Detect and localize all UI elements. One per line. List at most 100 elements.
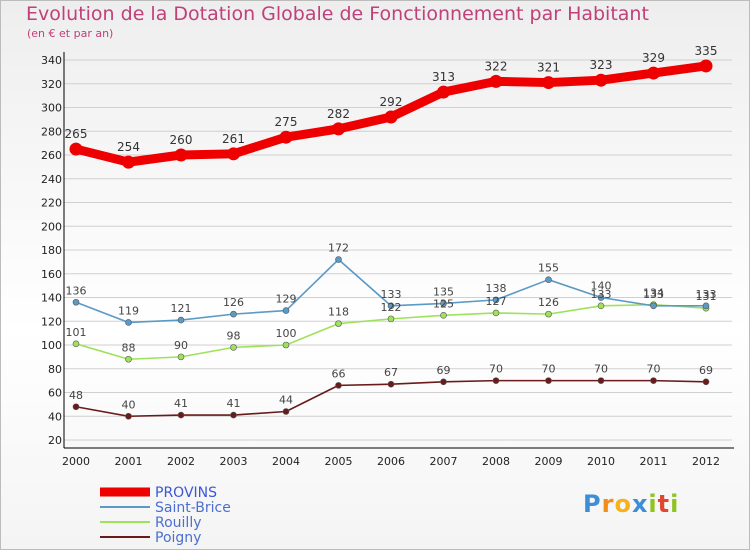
logo-letter: o [614,490,632,518]
data-label: 335 [695,44,718,58]
x-tick-label: 2006 [377,455,405,468]
y-tick-label: 160 [41,268,62,281]
data-label: 66 [332,367,346,380]
series-lines [69,59,713,420]
data-label: 133 [591,288,612,301]
data-point [492,377,500,384]
data-point [440,378,447,386]
y-tick-label: 220 [41,197,62,210]
data-labels: 48 40 41 41 44 66 67 69 70 70 70 70 69 101 88 90 98 100 11… [65,44,718,411]
data-label: 129 [276,293,297,306]
data-point [545,377,552,384]
data-point [489,74,503,88]
data-label: 322 [485,59,508,73]
data-point [230,344,237,351]
data-label: 135 [433,285,454,298]
x-tick-label: 2004 [272,455,300,468]
data-point [335,382,342,389]
data-point [542,76,555,90]
y-tick-label: 80 [48,363,62,376]
data-label: 261 [222,132,245,146]
data-label: 70 [647,363,661,376]
data-point [702,302,710,310]
data-point [122,155,135,169]
data-point [650,302,657,310]
data-label: 125 [433,297,454,310]
data-point [387,302,395,310]
data-label: 254 [117,140,140,154]
y-tick-label: 180 [41,244,62,257]
data-label: 40 [122,398,136,411]
data-label: 70 [594,363,608,376]
x-tick-label: 2002 [167,455,195,468]
data-label: 133 [696,288,717,301]
data-point [335,320,342,327]
data-label: 41 [227,397,241,410]
data-label: 101 [66,326,87,339]
proxiti-logo: Proxiti [583,490,679,518]
data-label: 122 [381,301,402,314]
data-point [597,294,605,301]
logo-letter: P [583,490,602,518]
data-point [174,148,188,162]
data-label: 48 [69,389,83,402]
legend-label: Saint-Brice [155,500,231,516]
data-label: 292 [380,95,403,109]
data-point [699,59,713,73]
data-label: 69 [437,364,451,377]
data-point [72,340,80,348]
data-point [125,319,132,326]
chart-subtitle: (en € et par an) [27,27,114,40]
x-tick-label: 2003 [220,455,248,468]
x-tick-label: 2005 [325,455,353,468]
y-tick-label: 280 [41,125,62,138]
data-label: 133 [643,288,664,301]
data-point [227,147,240,161]
data-point [177,411,185,419]
data-point [594,73,608,87]
data-point [332,122,345,136]
x-tick-label: 2011 [640,455,668,468]
data-point [545,276,552,283]
logo-letter: x [631,490,649,518]
data-point [440,300,447,307]
data-point [384,110,398,124]
y-tick-label: 260 [41,149,62,162]
logo-letter: i [670,490,680,518]
data-label: 69 [699,364,713,377]
data-label: 41 [174,397,188,410]
data-point [650,377,657,384]
data-point [437,85,450,99]
data-label: 275 [275,115,298,129]
data-label: 127 [486,295,507,308]
y-tick-label: 60 [48,387,62,400]
data-label: 67 [384,366,398,379]
legend-label: Poigny [155,530,201,546]
data-point [282,307,290,314]
data-point [69,142,83,156]
data-point [282,408,290,415]
data-label: 90 [174,339,188,352]
data-label: 133 [381,288,402,301]
data-point [230,411,237,419]
data-point [125,355,132,363]
data-label: 70 [489,363,503,376]
x-tick-label: 2009 [535,455,563,468]
data-label: 88 [122,341,136,354]
data-label: 98 [227,329,241,342]
x-tick-label: 2007 [430,455,458,468]
grid-lines [64,59,732,441]
data-point [597,377,605,384]
y-tick-label: 140 [41,292,62,305]
data-point [387,380,395,388]
data-point [72,403,80,411]
chart-title: Evolution de la Dotation Globale de Fonc… [26,3,649,25]
logo-letter: t [657,490,671,518]
y-tick-label: 240 [41,173,62,186]
data-label: 323 [590,58,613,72]
data-label: 134 [643,287,664,300]
x-tick-label: 2010 [587,455,615,468]
